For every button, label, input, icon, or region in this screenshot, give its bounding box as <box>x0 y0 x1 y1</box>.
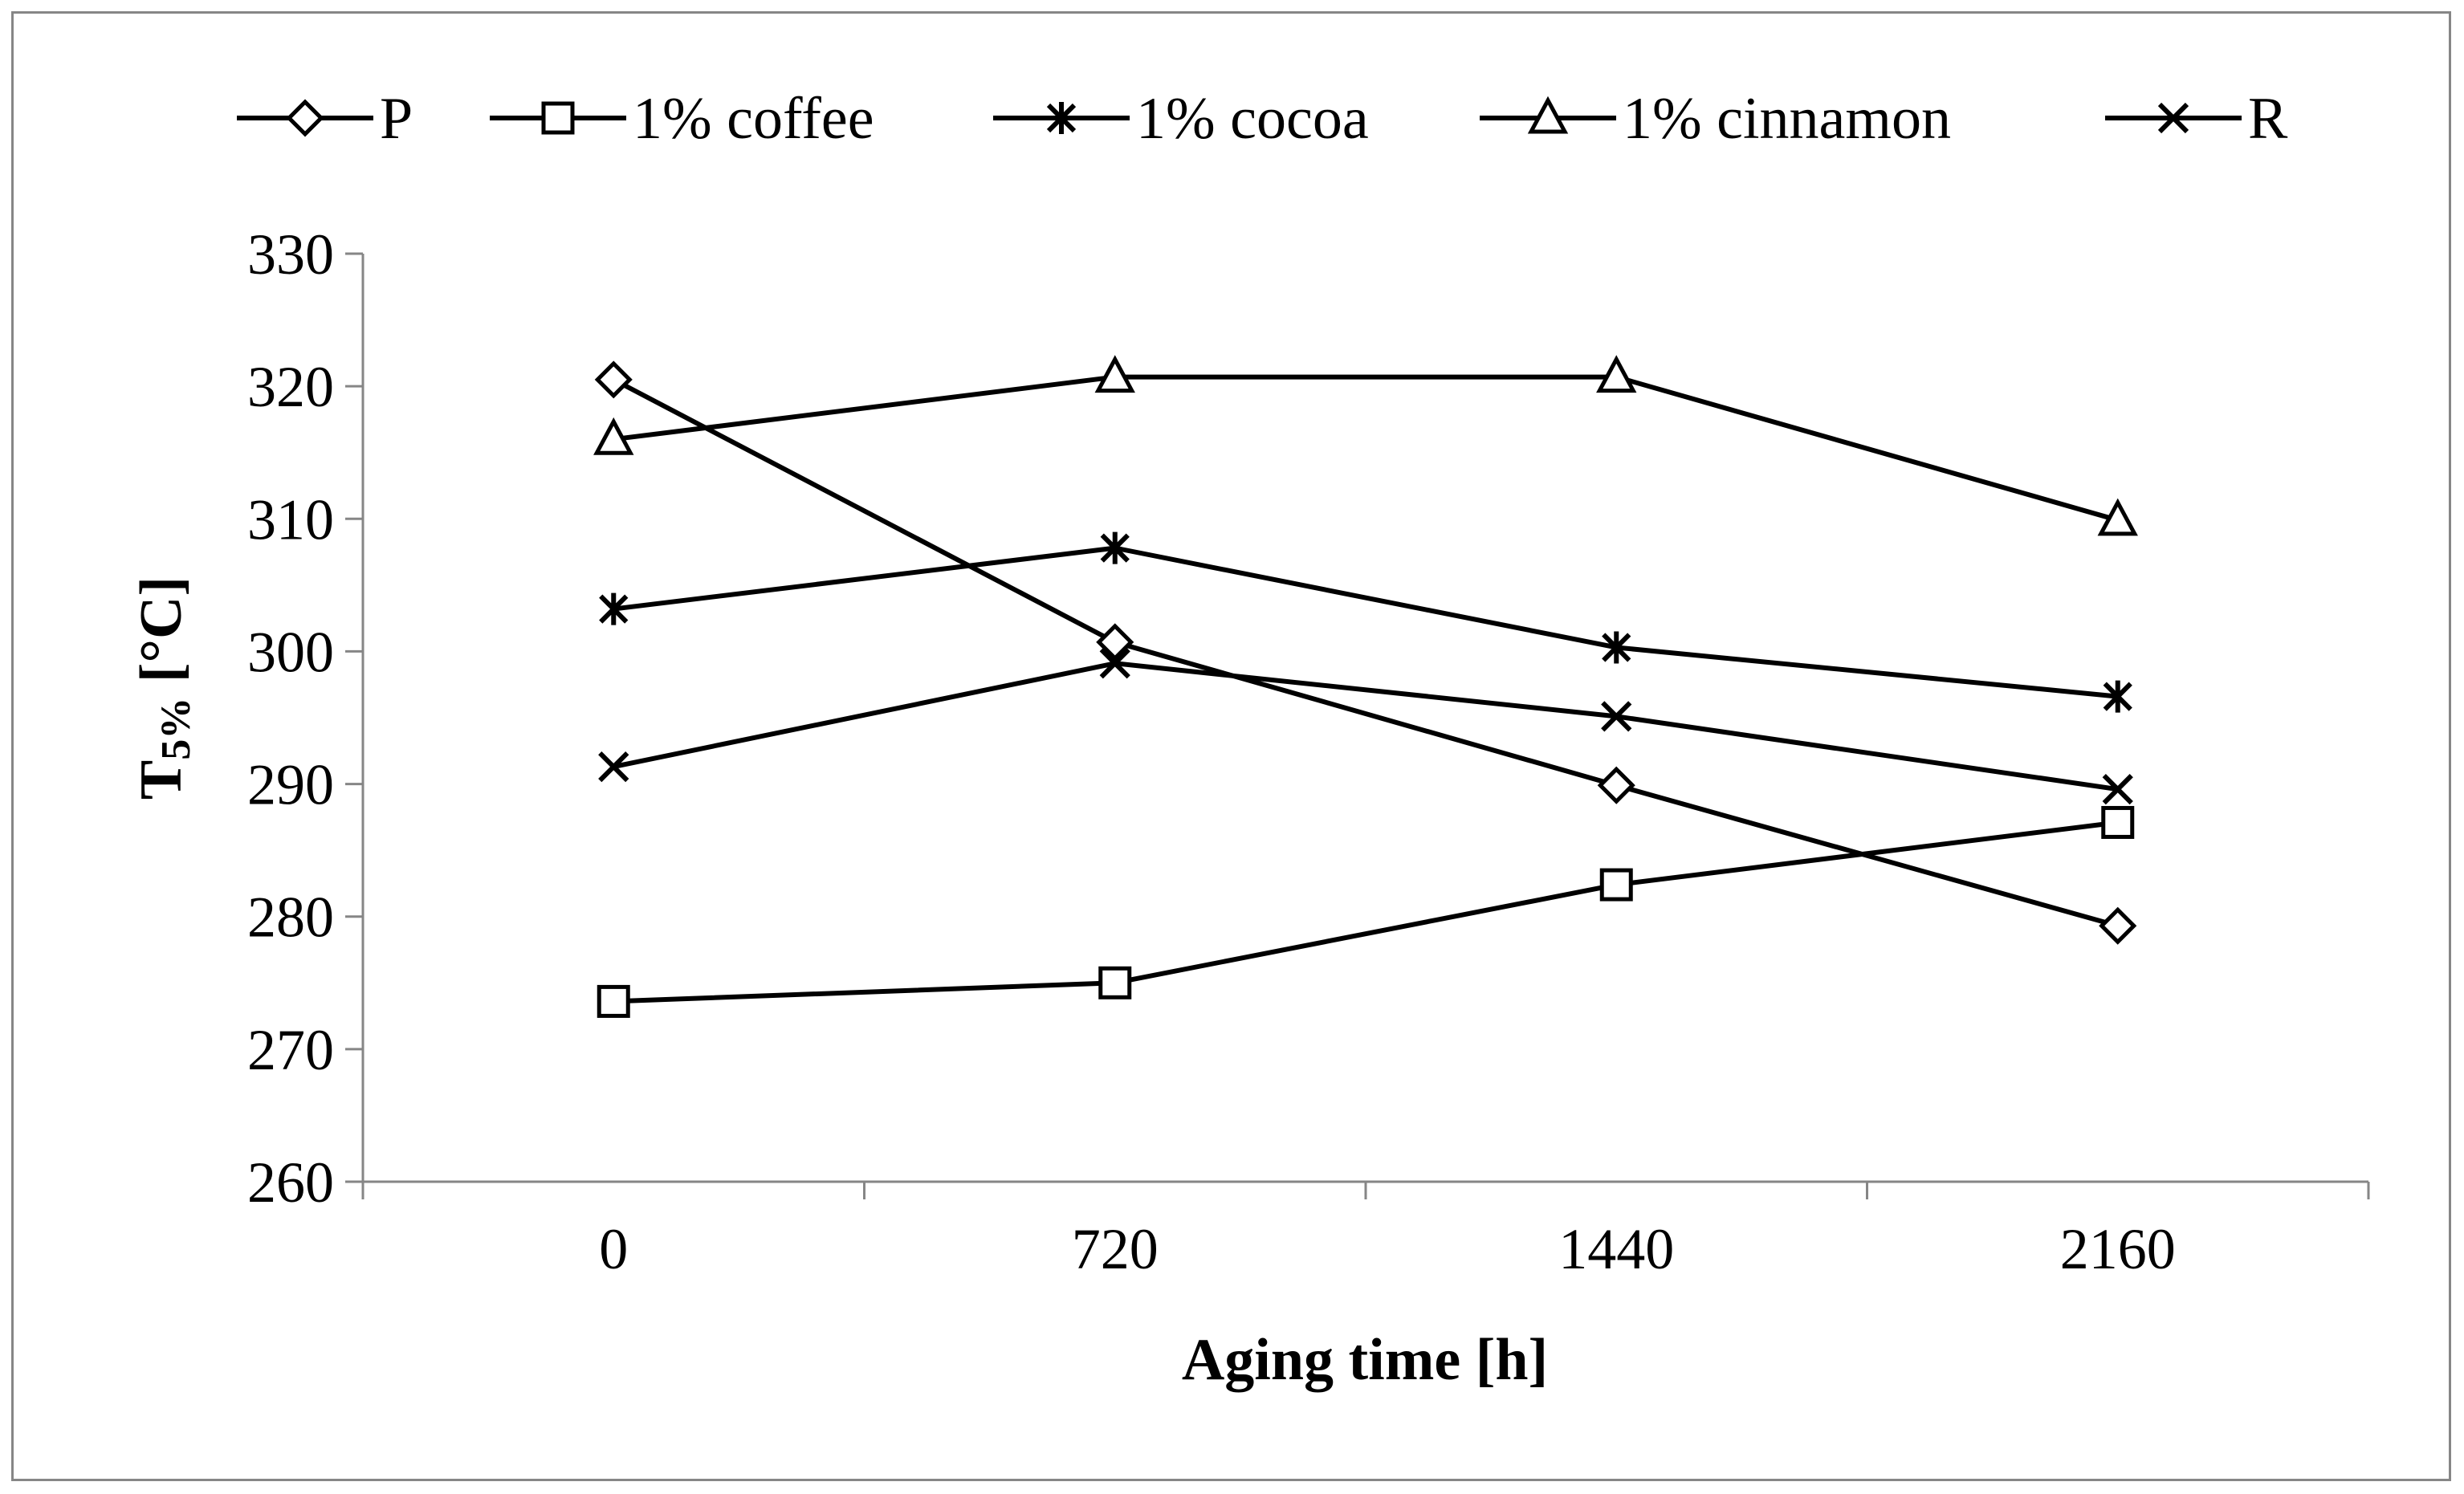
data-point-1pct-cinnamon <box>1596 355 1637 393</box>
y-tick-label: 260 <box>247 1150 334 1215</box>
y-tick-label: 280 <box>247 885 334 950</box>
series-1pct-coffee <box>597 805 2135 1018</box>
data-point-1pct-cinnamon <box>2097 498 2138 536</box>
legend-label: R <box>2248 86 2288 152</box>
data-point-1pct-coffee <box>1599 868 1633 902</box>
legend-item-r: R <box>2105 86 2288 152</box>
legend-marker-1pct-coffee <box>541 101 575 135</box>
x-axis-title: Aging time [h] <box>1182 1327 1548 1393</box>
data-point-1pct-cinnamon <box>1094 355 1135 393</box>
x-tick-label: 720 <box>1072 1217 1159 1281</box>
legend-item-1pct-cocoa: 1% cocoa <box>993 86 1369 152</box>
x-axis: 0 720 1440 2160 <box>361 1180 2370 1281</box>
series-layer <box>593 355 2138 1018</box>
series-1pct-cocoa <box>599 531 2132 713</box>
data-point-p <box>1096 623 1134 662</box>
legend-item-1pct-cinnamon: 1% cinnamon <box>1480 86 1951 152</box>
legend-marker-p <box>286 99 324 137</box>
chart-frame <box>11 11 2451 1481</box>
data-point-r <box>1099 648 1130 679</box>
x-tick-label: 1440 <box>1558 1217 1674 1281</box>
legend-marker-1pct-cinnamon <box>1527 96 1569 134</box>
series-line-1pct-cocoa <box>613 545 2119 699</box>
legend-marker-1pct-cocoa <box>1046 102 1077 134</box>
data-point-p <box>1597 766 1635 804</box>
series-line-p <box>612 377 2119 929</box>
data-point-1pct-coffee <box>2101 805 2135 839</box>
y-tick-label: 320 <box>247 355 334 419</box>
legend-marker-r <box>2157 102 2189 134</box>
data-point-1pct-cocoa <box>1100 531 1130 564</box>
y-tick-label: 300 <box>247 620 334 684</box>
y-axis-title-subscript: 5% <box>153 698 199 760</box>
data-point-1pct-cocoa <box>2103 680 2132 713</box>
data-point-p <box>2099 906 2137 945</box>
series-p <box>594 360 2137 945</box>
data-point-1pct-cinnamon <box>593 417 634 455</box>
legend-label: 1% cinnamon <box>1623 86 1951 152</box>
data-point-r <box>1601 701 1632 732</box>
y-axis-title-main: T <box>128 760 194 800</box>
series-line-r <box>613 661 2119 792</box>
y-tick-label: 310 <box>247 487 334 552</box>
legend: P 1% coffee 1% cocoa 1% cinnamon R <box>237 86 2288 152</box>
legend-label: 1% coffee <box>633 86 874 152</box>
x-tick-label: 0 <box>599 1217 628 1281</box>
data-point-r <box>598 751 629 783</box>
series-line-1pct-coffee <box>613 820 2119 1004</box>
legend-item-1pct-coffee: 1% coffee <box>490 86 874 152</box>
data-point-r <box>2102 774 2133 805</box>
y-axis-title-unit: [°C] <box>128 576 194 698</box>
series-line-1pct-cinnamon <box>613 374 2119 523</box>
y-axis: 260 270 280 290 300 310 320 330 <box>247 222 365 1215</box>
data-point-1pct-cocoa <box>599 592 629 625</box>
series-1pct-cinnamon <box>593 355 2138 536</box>
y-tick-label: 270 <box>247 1018 334 1082</box>
data-point-1pct-coffee <box>597 984 630 1018</box>
legend-label: 1% cocoa <box>1136 86 1369 152</box>
legend-item-p: P <box>237 86 413 152</box>
series-r <box>598 648 2133 805</box>
legend-label: P <box>380 86 413 152</box>
data-point-1pct-cocoa <box>1602 631 1631 664</box>
data-point-p <box>594 360 633 399</box>
y-tick-label: 290 <box>247 753 334 817</box>
y-axis-title: T5% [°C] <box>128 576 199 800</box>
y-tick-label: 330 <box>247 222 334 287</box>
data-point-1pct-coffee <box>1098 966 1132 999</box>
x-tick-label: 2160 <box>2060 1217 2176 1281</box>
